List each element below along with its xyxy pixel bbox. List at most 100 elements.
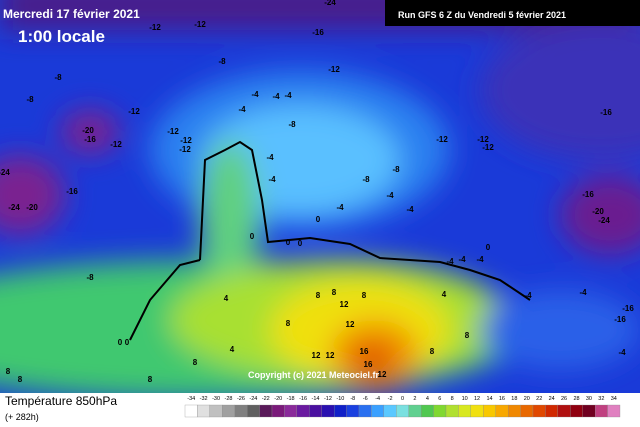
scale-swatch bbox=[545, 404, 559, 418]
scale-label: 18 bbox=[511, 396, 517, 402]
scale-swatch bbox=[246, 404, 260, 418]
contour-label: -24 bbox=[0, 168, 10, 177]
contour-label: 8 bbox=[430, 347, 435, 356]
contour-label: 8 bbox=[362, 291, 367, 300]
contour-label: 8 bbox=[286, 319, 291, 328]
scale-swatch bbox=[470, 404, 484, 418]
contour-label: 0 bbox=[118, 338, 123, 347]
scale-label: 0 bbox=[401, 396, 404, 402]
contour-label: -4 bbox=[238, 105, 246, 114]
scale-label: 2 bbox=[413, 396, 416, 402]
contour-label: -12 bbox=[110, 140, 122, 149]
contour-label: -4 bbox=[336, 203, 344, 212]
contour-label: -12 bbox=[477, 135, 489, 144]
scale-swatch bbox=[507, 404, 521, 418]
scale-label: 20 bbox=[524, 396, 530, 402]
contour-label: -16 bbox=[622, 304, 634, 313]
contour-label: -4 bbox=[386, 191, 394, 200]
scale-swatch bbox=[594, 404, 608, 418]
time: 1:00 locale bbox=[18, 27, 105, 46]
scale-swatch bbox=[284, 404, 298, 418]
scale-label: -16 bbox=[299, 396, 307, 402]
contour-label: -4 bbox=[268, 175, 276, 184]
contour-label: -16 bbox=[600, 108, 612, 117]
contour-label: -4 bbox=[524, 291, 532, 300]
contour-label: 12 bbox=[326, 351, 335, 360]
contour-label: -20 bbox=[592, 207, 604, 216]
copyright: Copyright (c) 2021 Meteociel.fr bbox=[248, 370, 380, 380]
scale-swatch bbox=[396, 404, 409, 418]
scale-label: -4 bbox=[375, 396, 380, 402]
contour-label: -12 bbox=[128, 107, 140, 116]
contour-label: 4 bbox=[224, 294, 229, 303]
contour-label: -16 bbox=[312, 28, 324, 37]
contour-label: -16 bbox=[614, 315, 626, 324]
contour-label: -8 bbox=[392, 165, 400, 174]
contour-label: -12 bbox=[180, 136, 192, 145]
contour-label: 8 bbox=[332, 288, 337, 297]
scale-swatch bbox=[495, 404, 509, 418]
scale-swatch bbox=[607, 404, 621, 418]
scale-label: 8 bbox=[451, 396, 454, 402]
scale-swatch bbox=[383, 404, 397, 418]
scale-label: -6 bbox=[363, 396, 368, 402]
scale-label: 26 bbox=[561, 396, 567, 402]
contour-label: 0 bbox=[286, 238, 291, 247]
scale-swatch bbox=[271, 404, 285, 418]
footer-title: Température 850hPa bbox=[5, 394, 117, 408]
contour-label: 8 bbox=[18, 375, 23, 384]
contour-label: -4 bbox=[251, 90, 259, 99]
contour-label: -8 bbox=[218, 57, 226, 66]
date: Mercredi 17 février 2021 bbox=[3, 7, 140, 21]
scale-label: -28 bbox=[225, 396, 233, 402]
contour-label: -4 bbox=[284, 91, 292, 100]
scale-label: 4 bbox=[426, 396, 429, 402]
contour-label: 0 bbox=[250, 232, 255, 241]
contour-label: -12 bbox=[179, 145, 191, 154]
contour-label: -24 bbox=[598, 216, 610, 225]
scale-label: 24 bbox=[549, 396, 555, 402]
contour-label: 8 bbox=[465, 331, 470, 340]
scale-swatch bbox=[520, 404, 534, 418]
contour-label: -4 bbox=[476, 255, 484, 264]
contour-label: -20 bbox=[26, 203, 38, 212]
scale-swatch bbox=[433, 404, 447, 418]
contour-label: -20 bbox=[82, 126, 94, 135]
contour-label: -8 bbox=[288, 120, 296, 129]
contour-label: 0 bbox=[125, 338, 130, 347]
scale-label: -10 bbox=[336, 396, 344, 402]
scale-swatch bbox=[358, 404, 372, 418]
contour-label: 4 bbox=[442, 290, 447, 299]
scale-label: -18 bbox=[287, 396, 295, 402]
scale-label: -32 bbox=[200, 396, 208, 402]
contour-label: -8 bbox=[362, 175, 370, 184]
scale-swatch bbox=[234, 404, 248, 418]
contour-label: -24 bbox=[324, 0, 336, 7]
scale-label: 32 bbox=[598, 396, 604, 402]
contour-label: -12 bbox=[149, 23, 161, 32]
contour-label: 12 bbox=[312, 351, 321, 360]
scale-swatch bbox=[197, 404, 211, 418]
contour-label: -4 bbox=[618, 348, 626, 357]
scale-swatch bbox=[309, 404, 322, 418]
scale-label: -2 bbox=[388, 396, 393, 402]
contour-label: -16 bbox=[582, 190, 594, 199]
contour-label: 0 bbox=[486, 243, 491, 252]
contour-label: -12 bbox=[194, 20, 206, 29]
scale-label: -22 bbox=[262, 396, 270, 402]
map: Mercredi 17 février 2021 1:00 locale Run… bbox=[0, 0, 640, 393]
scale-swatch bbox=[209, 404, 223, 418]
scale-label: 16 bbox=[499, 396, 505, 402]
contour-label: -8 bbox=[26, 95, 34, 104]
contour-label: 0 bbox=[298, 239, 303, 248]
contour-label: 8 bbox=[316, 291, 321, 300]
scale-swatch bbox=[184, 404, 198, 418]
contour-label: -12 bbox=[482, 143, 494, 152]
contour-label: 12 bbox=[346, 320, 355, 329]
scale-label: -30 bbox=[212, 396, 220, 402]
scale-swatch bbox=[532, 404, 546, 418]
contour-label: -4 bbox=[406, 205, 414, 214]
scale-label: -34 bbox=[187, 396, 195, 402]
scale-swatch bbox=[259, 404, 273, 418]
